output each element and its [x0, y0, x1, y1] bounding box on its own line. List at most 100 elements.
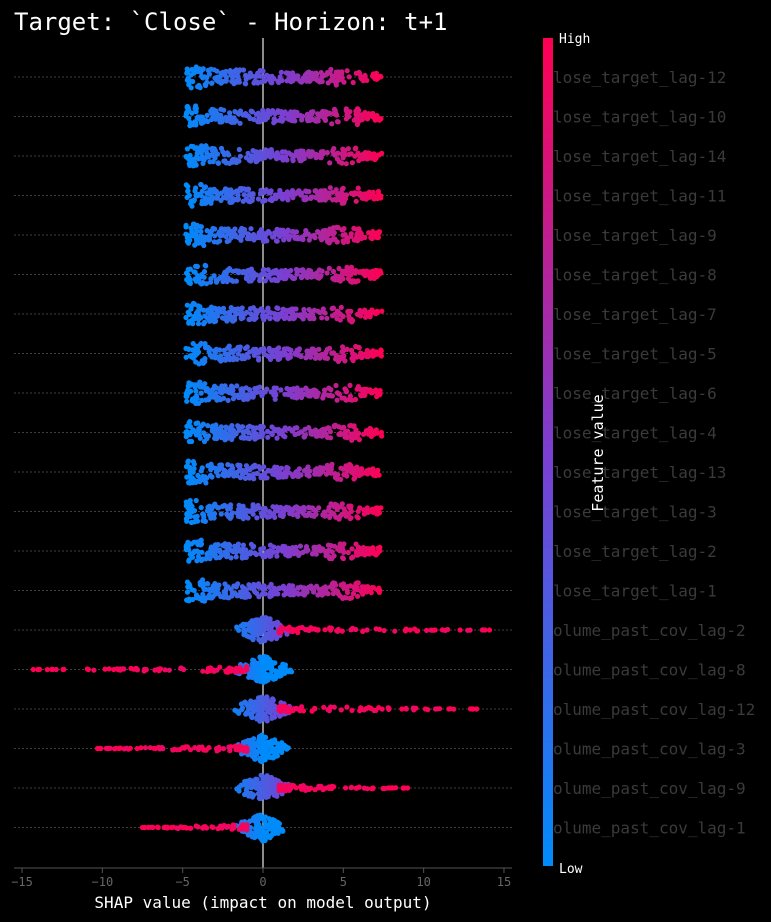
data-point: [209, 474, 215, 480]
data-point: [223, 551, 229, 558]
data-point: [272, 703, 278, 709]
data-point: [367, 192, 373, 198]
data-point: [197, 306, 203, 312]
data-point: [355, 185, 361, 191]
data-point: [214, 667, 220, 673]
data-point: [348, 190, 354, 196]
data-point: [329, 556, 335, 562]
data-point: [204, 551, 210, 557]
data-point: [225, 506, 231, 512]
data-point: [360, 628, 366, 635]
data-point: [228, 234, 234, 241]
data-point: [261, 271, 267, 277]
x-tick: 0: [259, 868, 267, 889]
data-point: [311, 589, 317, 595]
data-point: [139, 824, 146, 831]
data-point: [221, 315, 227, 321]
data-point: [264, 774, 270, 781]
data-point: [228, 502, 234, 508]
data-point: [225, 462, 231, 468]
data-point: [184, 398, 190, 404]
x-tick-label: 15: [497, 875, 511, 889]
data-point: [194, 395, 200, 401]
data-point: [337, 354, 343, 360]
data-point: [252, 754, 258, 760]
data-point: [206, 587, 212, 593]
data-point: [195, 420, 201, 426]
data-point: [219, 232, 225, 238]
data-point: [344, 589, 351, 596]
data-point: [271, 234, 277, 240]
data-point: [293, 469, 299, 475]
data-point: [227, 467, 234, 473]
data-point: [209, 824, 215, 830]
data-point: [228, 383, 235, 389]
data-point: [183, 222, 189, 228]
data-point: [315, 229, 321, 235]
data-point: [260, 627, 267, 633]
data-point: [264, 694, 270, 700]
data-point: [263, 111, 269, 117]
data-point: [198, 390, 204, 396]
data-point: [245, 231, 251, 237]
data-point: [272, 396, 278, 402]
data-point: [354, 464, 360, 470]
data-point: [221, 195, 227, 201]
data-point: [313, 428, 319, 434]
data-point: [191, 352, 197, 358]
data-point: [310, 109, 316, 115]
feature-label: lose_target_lag-4: [553, 424, 717, 443]
data-point: [256, 115, 262, 121]
data-point: [184, 238, 190, 245]
data-point: [220, 69, 226, 75]
data-point: [269, 715, 275, 721]
data-point: [253, 623, 259, 629]
data-point: [298, 353, 304, 360]
data-point: [320, 426, 326, 432]
data-point: [344, 435, 350, 441]
data-point: [380, 785, 386, 792]
data-point: [189, 229, 195, 235]
data-point: [338, 465, 344, 471]
data-point: [271, 353, 277, 359]
data-point: [334, 390, 340, 396]
data-point: [341, 226, 347, 232]
data-point: [351, 471, 357, 477]
data-point: [185, 463, 191, 469]
data-point: [279, 149, 285, 155]
data-point: [184, 103, 191, 110]
data-point: [262, 654, 268, 660]
data-point: [290, 118, 296, 124]
feature-label: olume_past_cov_lag-12: [553, 700, 755, 719]
data-point: [376, 589, 382, 596]
data-point: [277, 585, 283, 591]
data-point: [324, 462, 330, 468]
data-point: [308, 73, 315, 79]
data-point: [183, 516, 189, 522]
data-point: [338, 304, 344, 310]
data-point: [338, 190, 344, 196]
data-point: [325, 542, 331, 548]
data-point: [191, 269, 197, 275]
data-point: [342, 429, 348, 435]
data-point: [141, 668, 147, 674]
data-point: [379, 150, 385, 156]
data-point: [192, 514, 198, 520]
data-point: [330, 586, 336, 593]
data-point: [346, 151, 352, 157]
data-point: [235, 306, 241, 312]
data-point: [247, 624, 253, 630]
data-point: [347, 393, 353, 399]
data-point: [235, 74, 241, 80]
data-point: [60, 666, 66, 673]
feature-label: lose_target_lag-13: [553, 463, 726, 482]
feature-label: lose_target_lag-2: [553, 542, 717, 561]
data-point: [345, 308, 351, 314]
data-point: [242, 311, 248, 317]
data-point: [354, 231, 360, 237]
data-point: [270, 504, 276, 510]
data-point: [128, 665, 134, 672]
data-point: [207, 594, 213, 600]
data-point: [278, 465, 285, 471]
data-point: [250, 502, 256, 508]
